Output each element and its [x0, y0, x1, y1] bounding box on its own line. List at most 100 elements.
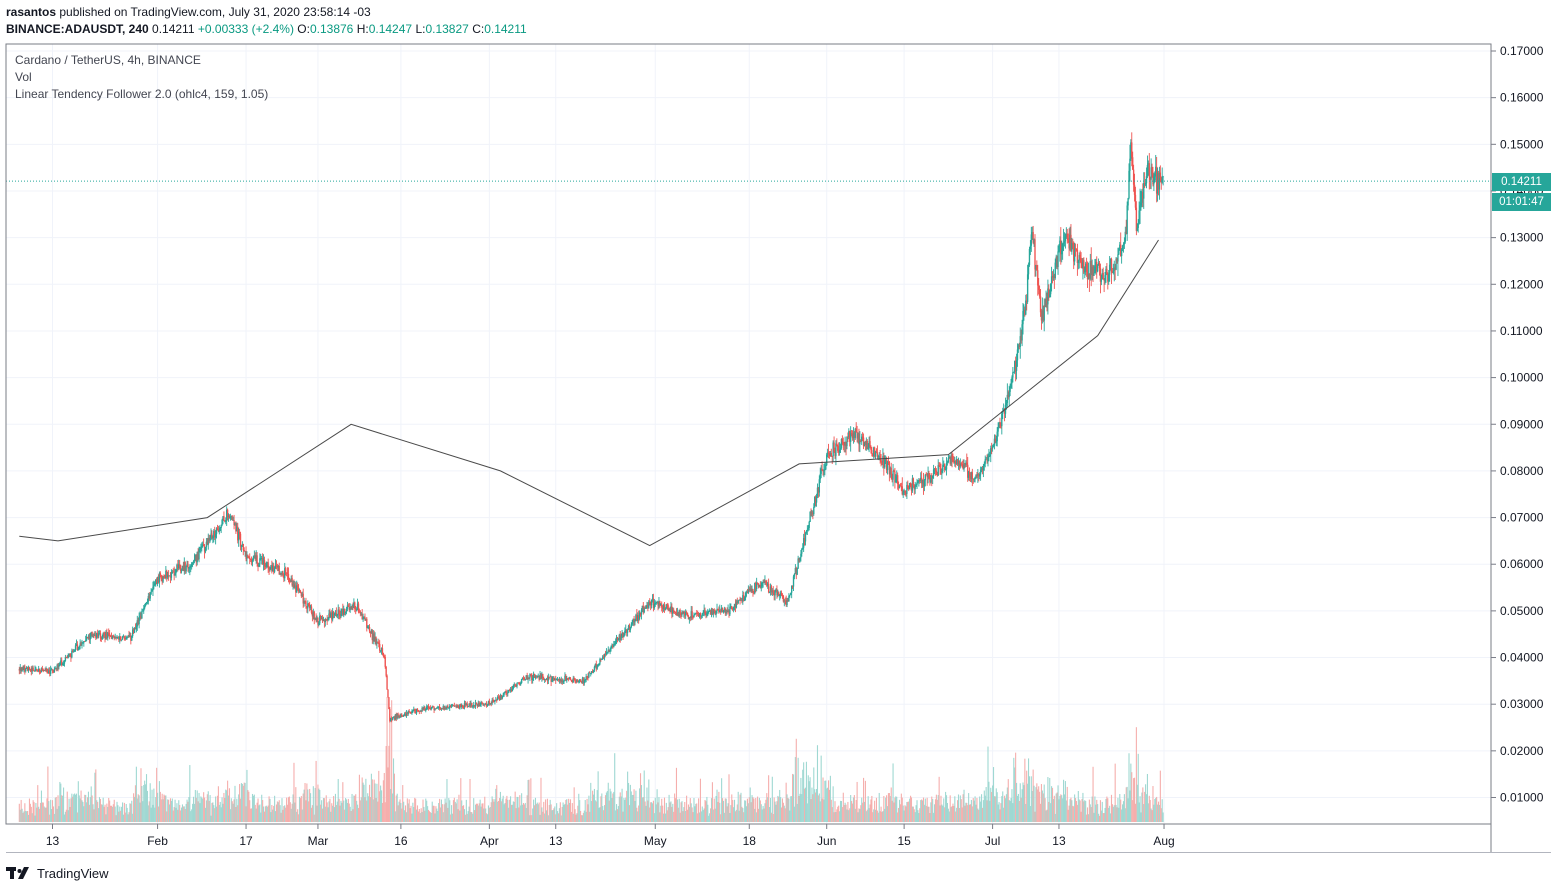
- volume-bar: [436, 808, 438, 822]
- volume-bar: [216, 806, 218, 822]
- candle-body: [472, 705, 474, 707]
- candle-body: [661, 607, 664, 610]
- candle-body: [946, 462, 949, 463]
- candle-body: [264, 566, 267, 568]
- candle-body: [451, 705, 454, 706]
- candle-body: [925, 474, 927, 476]
- volume-bar: [668, 794, 670, 822]
- volume-bar: [651, 802, 653, 822]
- candle-body: [1061, 243, 1064, 251]
- volume-bar: [99, 799, 101, 822]
- volume-bar: [893, 802, 895, 822]
- candle-body: [844, 441, 846, 446]
- volume-bar: [641, 797, 643, 822]
- candle-body: [900, 486, 903, 487]
- volume-bar: [411, 813, 413, 822]
- candle-body: [989, 454, 991, 457]
- volume-bar: [502, 795, 504, 822]
- volume-bar: [253, 794, 255, 822]
- volume-bar: [941, 804, 943, 822]
- candle-body: [137, 620, 139, 625]
- candle-body: [650, 599, 653, 606]
- volume-bar: [27, 811, 29, 822]
- volume-bar: [416, 809, 418, 822]
- candle-body: [365, 618, 367, 620]
- tradingview-logo[interactable]: TradingView: [6, 862, 109, 884]
- volume-bar: [83, 806, 85, 822]
- candle-body: [129, 635, 131, 637]
- candle-body: [194, 554, 197, 560]
- volume-bar: [817, 795, 819, 822]
- candle-body: [822, 470, 824, 472]
- volume-bar: [1159, 770, 1161, 822]
- candle-body: [551, 678, 553, 682]
- candle-body: [437, 706, 440, 708]
- candle-body: [232, 520, 234, 521]
- volume-bar: [455, 803, 457, 822]
- volume-bar: [1062, 798, 1064, 822]
- candle-body: [685, 612, 688, 613]
- volume-bar: [1086, 814, 1088, 822]
- candle-body: [483, 703, 485, 705]
- volume-bar: [133, 796, 136, 822]
- volume-bar: [828, 789, 831, 822]
- volume-bar: [842, 792, 844, 822]
- volume-bar: [398, 801, 400, 822]
- volume-bar: [298, 796, 301, 822]
- candle-body: [145, 601, 148, 604]
- volume-bar: [864, 780, 866, 822]
- volume-bar: [86, 802, 88, 822]
- volume-bar: [936, 799, 938, 822]
- legend-symbol[interactable]: Cardano / TetherUS, 4h, BINANCE: [15, 53, 201, 67]
- legend-indicator[interactable]: Linear Tendency Follower 2.0 (ohlc4, 159…: [15, 87, 269, 101]
- volume-bar: [132, 813, 134, 822]
- candle-body: [1135, 207, 1138, 231]
- candle-body: [1078, 255, 1080, 261]
- candle-body: [282, 571, 284, 575]
- volume-bar: [345, 798, 347, 822]
- candle-body: [237, 532, 240, 541]
- volume-bar: [1076, 804, 1078, 822]
- candle-body: [471, 702, 473, 707]
- candle-body: [426, 706, 428, 710]
- candle-body: [567, 678, 569, 680]
- candle-body: [957, 460, 960, 465]
- volume-bar: [839, 800, 842, 822]
- time-axis[interactable]: 13 Feb 17 Mar 16 Apr 13 May 18 Jun 15 Jul 13 Aug: [46, 824, 1175, 848]
- volume-bar: [53, 813, 55, 822]
- candle-body: [865, 440, 868, 445]
- volume-bar: [911, 806, 913, 822]
- volume-bar: [1097, 804, 1099, 822]
- volume-bar: [965, 802, 967, 822]
- candle-body: [100, 637, 103, 640]
- candle-body: [1091, 266, 1093, 275]
- price-axis[interactable]: 0.010000.020000.030000.040000.050000.060…: [1491, 44, 1544, 805]
- candle-body: [40, 668, 43, 673]
- last-price-tag: 0.14211: [1492, 173, 1551, 191]
- volume-bar: [927, 806, 929, 822]
- volume-bar: [451, 805, 453, 822]
- candle-body: [559, 678, 562, 682]
- author-name[interactable]: rasantos: [6, 5, 57, 19]
- candle-body: [261, 557, 263, 559]
- volume-bar: [529, 815, 531, 822]
- candle-body: [629, 627, 632, 630]
- candle-body: [368, 627, 371, 632]
- candle-body: [1046, 297, 1048, 305]
- volume-bar: [795, 738, 797, 822]
- candle-body: [65, 657, 68, 658]
- candle-body: [730, 606, 732, 608]
- candle-body: [775, 589, 777, 591]
- candle-body: [354, 602, 356, 610]
- candle-body: [977, 473, 979, 476]
- legend-volume[interactable]: Vol: [15, 70, 32, 84]
- volume-bar: [142, 801, 144, 822]
- volume-bar: [1162, 812, 1164, 822]
- volume-bar: [872, 812, 874, 822]
- volume-bar: [679, 812, 681, 822]
- volume-bar: [1035, 787, 1037, 822]
- candle-body: [315, 617, 317, 621]
- volume-bar: [654, 797, 656, 822]
- volume-bar: [333, 796, 335, 822]
